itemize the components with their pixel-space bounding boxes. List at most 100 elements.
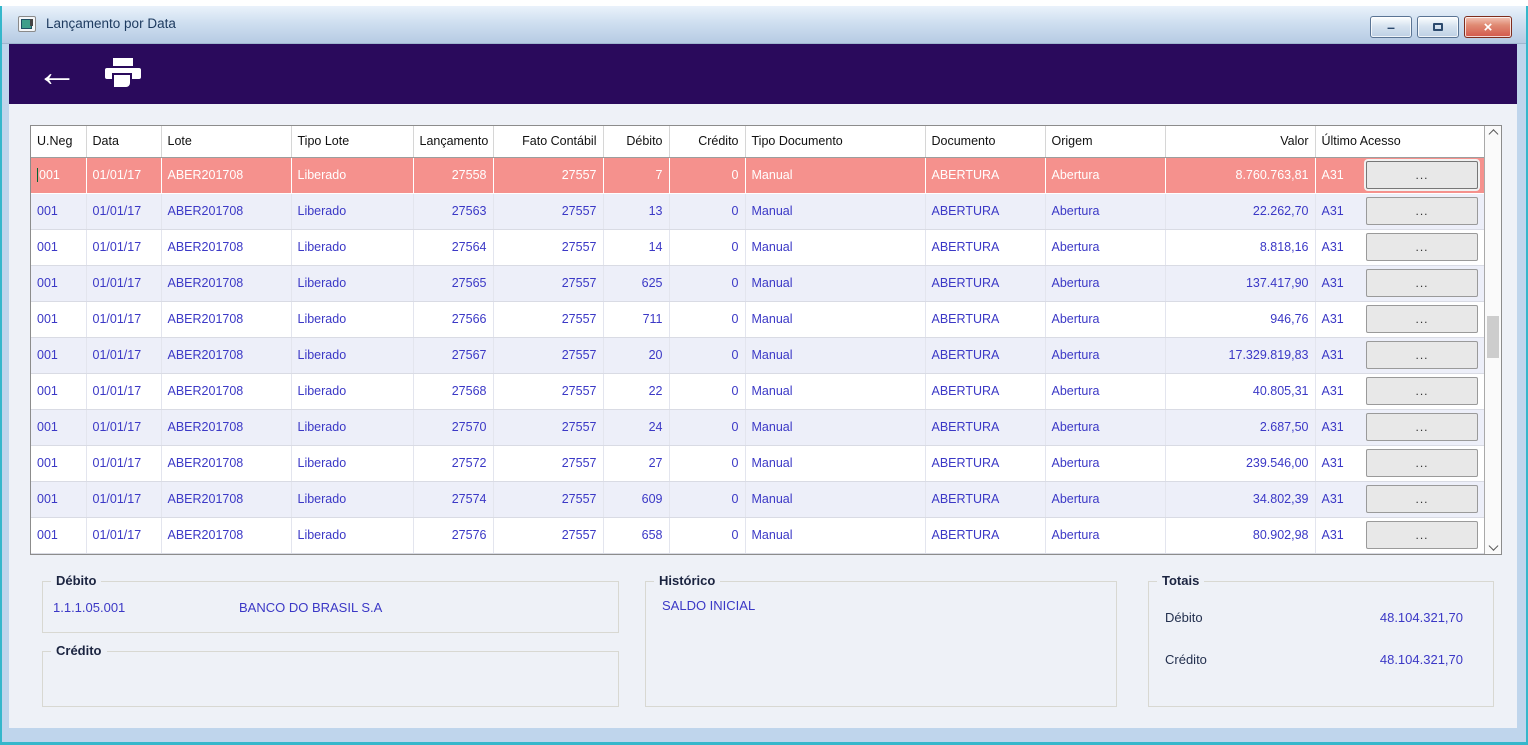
table-row[interactable]: 001 01/01/17 ABER201708 Liberado 27565 27557 6… xyxy=(31,265,1484,302)
column-header-uneg[interactable]: U.Neg xyxy=(31,126,87,158)
cell-lancamento: 27558 xyxy=(451,168,487,182)
cell-lancamento: 27565 xyxy=(413,265,494,302)
cell-ultimo-acesso: A31... xyxy=(1315,373,1484,410)
column-header-lancamento[interactable]: Lançamento xyxy=(413,126,494,158)
row-actions-button[interactable]: ... xyxy=(1366,233,1478,261)
historico-panel: Histórico SALDO INICIAL xyxy=(645,573,1117,707)
ultimo-acesso-value: A31 xyxy=(1321,384,1344,398)
cell-data: 01/01/17 xyxy=(86,301,162,338)
printer-icon xyxy=(105,57,141,91)
row-actions-button[interactable]: ... xyxy=(1366,161,1478,189)
back-button[interactable]: ← xyxy=(35,51,79,97)
print-button[interactable] xyxy=(101,51,145,97)
cell-documento: ABERTURA xyxy=(925,265,1046,302)
row-actions-button[interactable]: ... xyxy=(1366,377,1478,405)
cell-origem: Abertura xyxy=(1045,517,1166,554)
cell-lote: ABER201708 xyxy=(161,481,292,518)
cell-ultimo-acesso: A31... xyxy=(1315,409,1484,446)
column-header-fato_contabil[interactable]: Fato Contábil xyxy=(493,126,604,158)
cell-ultimo-acesso: A31... xyxy=(1315,445,1484,482)
cell-tipo_lote: Liberado xyxy=(291,481,414,518)
table-row[interactable]: 001 01/01/17 ABER201708 Liberado 27564 27557 1… xyxy=(31,229,1484,266)
cell-tipo_lote: Liberado xyxy=(291,229,414,266)
cell-debito: 24 xyxy=(603,409,670,446)
cell-fato_contabil: 27557 xyxy=(561,168,597,182)
row-actions-button[interactable]: ... xyxy=(1366,305,1478,333)
cell-ultimo-acesso: A31... xyxy=(1315,265,1484,302)
cell-origem: Abertura xyxy=(1051,168,1100,182)
cell-lote: ABER201708 xyxy=(161,445,292,482)
cell-uneg: 001 xyxy=(31,265,87,302)
scrollbar-thumb[interactable] xyxy=(1487,316,1499,358)
table-row[interactable]: 001 01/01/17 ABER201708 Liberado 27563 27557 1… xyxy=(31,193,1484,230)
vertical-scrollbar[interactable] xyxy=(1484,126,1501,554)
row-actions-button[interactable]: ... xyxy=(1366,413,1478,441)
cell-credito: 0 xyxy=(669,193,746,230)
table-row[interactable]: 001 01/01/17 ABER201708 Liberado 27570 27557 2… xyxy=(31,409,1484,446)
row-actions-button[interactable]: ... xyxy=(1366,449,1478,477)
row-actions-button[interactable]: ... xyxy=(1366,269,1478,297)
column-header-data[interactable]: Data xyxy=(86,126,162,158)
table-row[interactable]: 001 01/01/17 ABER201708 Liberado 27572 27557 2… xyxy=(31,445,1484,482)
credito-panel: Crédito xyxy=(42,643,619,707)
cell-documento: ABERTURA xyxy=(925,517,1046,554)
table-row[interactable]: 001 01/01/17 ABER201708 Liberado 27576 27557 6… xyxy=(31,517,1484,554)
cell-valor: 8.760.763,81 xyxy=(1235,168,1309,182)
column-header-credito[interactable]: Crédito xyxy=(669,126,746,158)
column-header-documento[interactable]: Documento xyxy=(925,126,1046,158)
column-header-origem[interactable]: Origem xyxy=(1045,126,1166,158)
cell-origem: Abertura xyxy=(1045,265,1166,302)
maximize-button[interactable] xyxy=(1417,16,1459,38)
cell-documento: ABERTURA xyxy=(925,481,1046,518)
table-row[interactable]: 001 01/01/17 ABER201708 Liberado 27574 27557 6… xyxy=(31,481,1484,518)
column-header-ultimo_acesso[interactable]: Último Acesso xyxy=(1315,126,1484,158)
cell-valor: 8.818,16 xyxy=(1165,229,1316,266)
row-actions-button[interactable]: ... xyxy=(1366,197,1478,225)
cell-uneg: 001 xyxy=(31,193,87,230)
cell-documento: ABERTURA xyxy=(925,301,1046,338)
cell-documento: ABERTURA xyxy=(925,373,1046,410)
row-actions-button[interactable]: ... xyxy=(1366,485,1478,513)
entries-grid: U.Neg Data Lote Tipo Lote Lançamento Fato Con… xyxy=(30,125,1502,555)
cell-tipo_documento: Manual xyxy=(745,481,926,518)
cell-debito: 711 xyxy=(603,301,670,338)
credito-panel-title: Crédito xyxy=(51,643,107,658)
cell-debito: 20 xyxy=(603,337,670,374)
cell-documento: ABERTURA xyxy=(925,409,1046,446)
cell-fato_contabil: 27557 xyxy=(493,445,604,482)
cell-lancamento: 27563 xyxy=(413,193,494,230)
cell-data: 01/01/17 xyxy=(86,193,162,230)
cell-uneg: 001 xyxy=(31,409,87,446)
column-header-tipo_lote[interactable]: Tipo Lote xyxy=(291,126,414,158)
column-header-valor[interactable]: Valor xyxy=(1165,126,1316,158)
column-header-debito[interactable]: Débito xyxy=(603,126,670,158)
table-row[interactable]: 001 01/01/17 ABER201708 Liberado 27568 27557 2… xyxy=(31,373,1484,410)
close-button[interactable]: × xyxy=(1464,16,1512,38)
scroll-down-button[interactable] xyxy=(1485,536,1501,553)
table-row[interactable]: 001 01/01/17 ABER201708 Liberado 27558 27557 7… xyxy=(31,157,1484,193)
cell-origem: Abertura xyxy=(1045,445,1166,482)
cell-debito: 27 xyxy=(603,445,670,482)
ultimo-acesso-value: A31 xyxy=(1321,276,1344,290)
cell-debito: 22 xyxy=(603,373,670,410)
table-row[interactable]: 001 01/01/17 ABER201708 Liberado 27566 27557 7… xyxy=(31,301,1484,338)
cell-data: 01/01/17 xyxy=(86,337,162,374)
cell-lote: ABER201708 xyxy=(161,337,292,374)
cell-credito: 0 xyxy=(669,445,746,482)
totais-panel-title: Totais xyxy=(1157,573,1205,588)
row-actions-button[interactable]: ... xyxy=(1366,341,1478,369)
table-row[interactable]: 001 01/01/17 ABER201708 Liberado 27567 27557 2… xyxy=(31,337,1484,374)
cell-tipo_documento: Manual xyxy=(745,409,926,446)
column-header-tipo_documento[interactable]: Tipo Documento xyxy=(745,126,926,158)
column-header-lote[interactable]: Lote xyxy=(161,126,292,158)
cell-ultimo-acesso: A31... xyxy=(1315,157,1484,193)
cell-lote: ABER201708 xyxy=(161,301,292,338)
cell-credito: 0 xyxy=(669,301,746,338)
row-actions-button[interactable]: ... xyxy=(1366,521,1478,549)
minimize-button[interactable]: – xyxy=(1370,16,1412,38)
scroll-up-button[interactable] xyxy=(1485,127,1501,144)
ultimo-acesso-value: A31 xyxy=(1321,528,1344,542)
cell-credito: 0 xyxy=(669,409,746,446)
cell-valor: 40.805,31 xyxy=(1165,373,1316,410)
ultimo-acesso-value: A31 xyxy=(1321,312,1344,326)
